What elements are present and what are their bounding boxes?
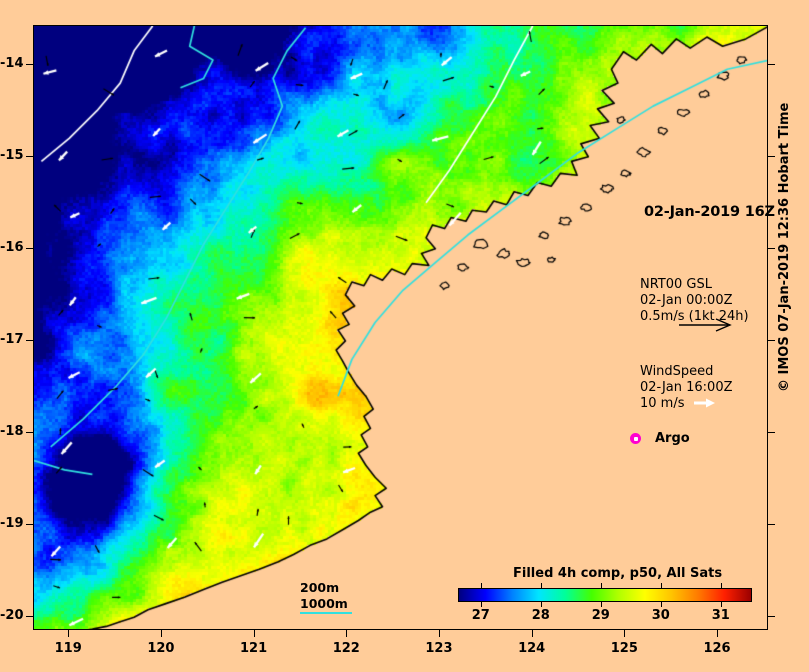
- colorbar-gradient: [459, 589, 751, 601]
- colorbar-tick-label: 30: [651, 608, 670, 623]
- current-arrow-icon: [679, 318, 732, 332]
- colorbar-tick-mark: [540, 583, 542, 588]
- bathymetry-label-1000m: 1000m: [300, 596, 348, 611]
- y-tick-label: -14: [0, 55, 24, 71]
- bathymetry-scale-rule: [300, 612, 352, 614]
- y-tick-mark-right: [768, 155, 775, 157]
- colorbar-tick-mark: [480, 602, 482, 607]
- colorbar-tick-mark: [600, 583, 602, 588]
- colorbar-tick-mark: [600, 602, 602, 607]
- y-tick-mark-right: [768, 616, 775, 618]
- colorbar-tick-mark: [540, 602, 542, 607]
- x-tick-mark: [717, 630, 719, 637]
- current-legend-line1: NRT00 GSL: [640, 277, 712, 292]
- y-tick-mark: [26, 63, 33, 65]
- colorbar-tick-mark: [660, 602, 662, 607]
- y-tick-label: -17: [0, 331, 24, 347]
- wind-arrow-icon: [694, 398, 715, 408]
- x-tick-mark: [160, 630, 162, 637]
- colorbar-tick-mark: [720, 583, 722, 588]
- x-tick-label: 120: [147, 641, 175, 656]
- y-tick-label: -15: [0, 147, 24, 163]
- y-tick-mark: [26, 247, 33, 249]
- colorbar-tick-mark: [720, 602, 722, 607]
- x-tick-mark: [531, 630, 533, 637]
- colorbar-tick-label: 29: [591, 608, 610, 623]
- y-tick-mark-right: [768, 63, 775, 65]
- x-tick-label: 126: [703, 641, 731, 656]
- x-tick-mark: [624, 630, 626, 637]
- x-tick-label: 124: [518, 641, 546, 656]
- argo-marker-icon: [630, 433, 641, 444]
- y-tick-mark: [26, 616, 33, 618]
- wind-legend-line1: WindSpeed: [640, 364, 714, 379]
- colorbar[interactable]: [458, 588, 752, 602]
- wind-legend-line3: 10 m/s: [640, 396, 685, 411]
- y-tick-mark-right: [768, 432, 775, 434]
- map-title-date: 02-Jan-2019 16Z: [644, 204, 775, 220]
- argo-legend-label: Argo: [655, 431, 690, 446]
- x-tick-label: 122: [332, 641, 360, 656]
- colorbar-tick-mark: [660, 583, 662, 588]
- colorbar-tick-label: 28: [531, 608, 550, 623]
- y-tick-label: -18: [0, 424, 24, 440]
- colorbar-tick-mark: [480, 583, 482, 588]
- colorbar-tick-label: 27: [471, 608, 490, 623]
- y-tick-mark-right: [768, 339, 775, 341]
- x-tick-label: 119: [54, 641, 82, 656]
- current-legend-line3: 0.5m/s (1kt 24h): [640, 309, 749, 324]
- copyright-text: © IMOS 07-Jan-2019 12:36 Hobart Time: [777, 102, 792, 392]
- x-tick-mark: [253, 630, 255, 637]
- x-tick-mark: [68, 630, 70, 637]
- x-tick-label: 121: [240, 641, 268, 656]
- y-tick-mark: [26, 524, 33, 526]
- x-tick-label: 123: [425, 641, 453, 656]
- sst-field-canvas: [34, 26, 767, 629]
- x-tick-mark: [346, 630, 348, 637]
- y-tick-mark-right: [768, 247, 775, 249]
- x-tick-label: 125: [610, 641, 638, 656]
- y-tick-mark: [26, 339, 33, 341]
- y-tick-mark-right: [768, 524, 775, 526]
- y-tick-label: -16: [0, 239, 24, 255]
- wind-legend-line2: 02-Jan 16:00Z: [640, 380, 733, 395]
- colorbar-tick-label: 31: [711, 608, 730, 623]
- bathymetry-label-200m: 200m: [300, 580, 340, 595]
- current-legend-line2: 02-Jan 00:00Z: [640, 293, 733, 308]
- y-tick-mark: [26, 432, 33, 434]
- colorbar-title: Filled 4h comp, p50, All Sats: [513, 566, 723, 581]
- y-tick-label: -20: [0, 608, 24, 624]
- x-tick-mark: [438, 630, 440, 637]
- y-tick-mark: [26, 155, 33, 157]
- y-tick-label: -19: [0, 516, 24, 532]
- map-plot-area[interactable]: [33, 25, 768, 630]
